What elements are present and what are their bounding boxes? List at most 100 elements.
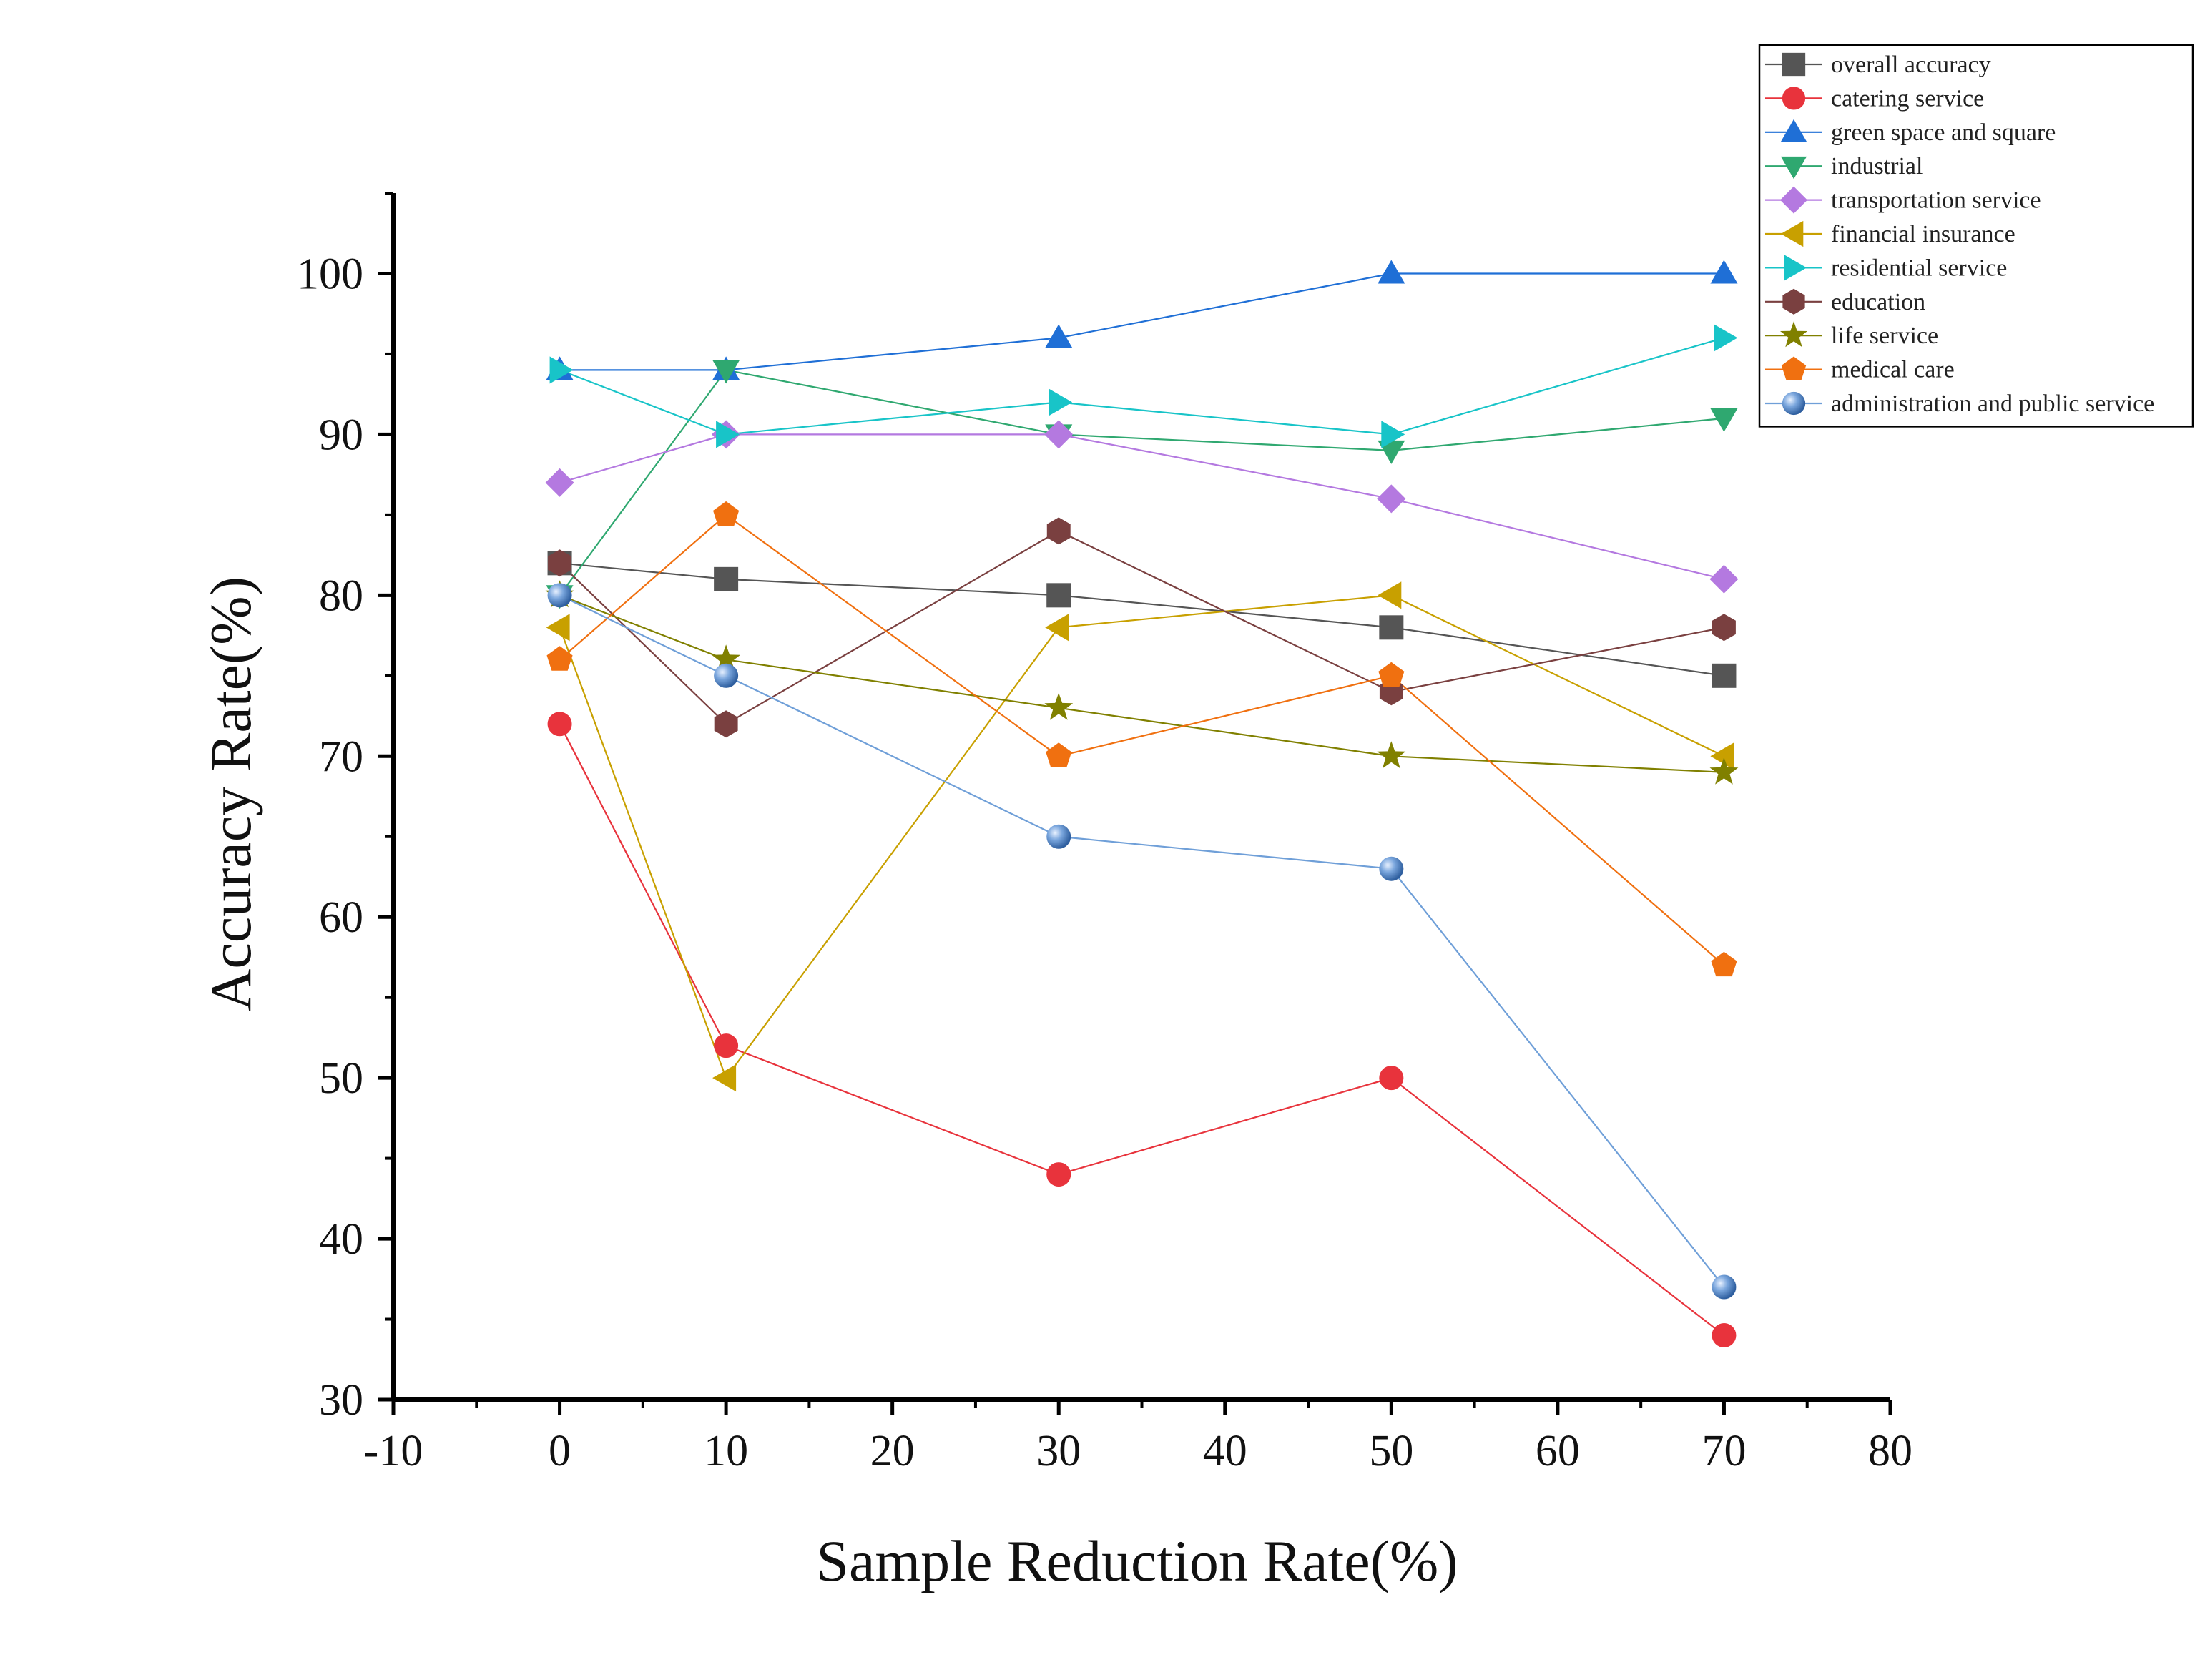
legend-marker bbox=[1782, 87, 1806, 110]
data-point bbox=[714, 1033, 739, 1058]
legend-label: catering service bbox=[1831, 85, 1984, 112]
legend-label: administration and public service bbox=[1831, 390, 2154, 417]
data-point bbox=[1046, 517, 1071, 545]
data-point bbox=[1045, 614, 1069, 642]
data-point bbox=[714, 566, 739, 591]
legend-label: education bbox=[1831, 289, 1925, 315]
legend-marker bbox=[1780, 220, 1804, 247]
data-point bbox=[549, 356, 574, 384]
legend-marker bbox=[1780, 186, 1807, 214]
data-point bbox=[1378, 662, 1405, 687]
series-line bbox=[559, 369, 1724, 596]
legend-box bbox=[1758, 44, 2194, 428]
legend: overall accuracy catering service green sp… bbox=[1758, 44, 2194, 428]
data-point bbox=[714, 710, 738, 738]
series-line bbox=[559, 594, 1725, 1288]
data-point bbox=[712, 1064, 737, 1092]
data-point bbox=[1044, 420, 1074, 449]
x-tick-label: 0 bbox=[549, 1427, 571, 1475]
data-point bbox=[1709, 564, 1739, 594]
legend-marker bbox=[1780, 321, 1807, 348]
data-point bbox=[545, 468, 574, 497]
axes: -10 0 10 20 30 40 50 60 70 80 30 40 50 60 70 80 90 100 bbox=[297, 192, 1912, 1475]
data-point bbox=[1049, 388, 1073, 416]
x-tick-label: 20 bbox=[870, 1427, 915, 1475]
legend-label: overall accuracy bbox=[1831, 51, 1991, 78]
y-tick-label: 90 bbox=[319, 411, 363, 459]
legend-marker bbox=[1780, 119, 1807, 142]
legend-marker bbox=[1782, 52, 1806, 77]
x-tick-label: 30 bbox=[1036, 1427, 1081, 1475]
data-point bbox=[712, 360, 740, 384]
data-point bbox=[1710, 408, 1738, 432]
data-point bbox=[1379, 1066, 1404, 1091]
x-tick-label: -10 bbox=[364, 1427, 423, 1475]
data-point bbox=[1714, 324, 1738, 352]
legend-label: transportation service bbox=[1831, 187, 2041, 214]
data-point bbox=[548, 549, 571, 577]
data-point bbox=[1378, 581, 1402, 609]
data-point bbox=[1711, 951, 1737, 977]
legend-label: financial insurance bbox=[1831, 221, 2015, 247]
series-markers bbox=[545, 260, 1739, 1348]
x-tick-label: 40 bbox=[1203, 1427, 1247, 1475]
x-tick-label: 80 bbox=[1868, 1427, 1912, 1475]
data-point bbox=[1712, 663, 1737, 688]
data-point bbox=[1378, 260, 1405, 284]
data-point bbox=[1046, 583, 1071, 608]
legend-label: industrial bbox=[1831, 153, 1923, 180]
data-point bbox=[1710, 742, 1734, 770]
data-point bbox=[1046, 742, 1072, 767]
x-tick-label: 10 bbox=[704, 1427, 748, 1475]
y-tick-label: 70 bbox=[319, 732, 363, 781]
legend-label: medical care bbox=[1831, 357, 1955, 383]
legend-marker bbox=[1781, 356, 1807, 380]
data-point bbox=[547, 583, 572, 608]
data-point bbox=[1377, 484, 1406, 514]
legend-label: green space and square bbox=[1831, 119, 2056, 146]
legend-label: life service bbox=[1831, 323, 1938, 349]
data-point bbox=[1379, 615, 1404, 640]
y-tick-label: 60 bbox=[319, 893, 363, 942]
legend-marker bbox=[1780, 156, 1807, 180]
data-point bbox=[1378, 440, 1405, 464]
series-line bbox=[559, 530, 1724, 725]
x-tick-label: 70 bbox=[1702, 1427, 1746, 1475]
y-tick-label: 50 bbox=[319, 1054, 363, 1103]
data-point bbox=[1709, 757, 1739, 785]
data-point bbox=[1712, 614, 1736, 642]
data-point bbox=[546, 614, 570, 642]
series-line bbox=[559, 433, 1724, 580]
legend-marker bbox=[1782, 391, 1806, 416]
data-point bbox=[1377, 741, 1406, 769]
legend-label: residential service bbox=[1831, 255, 2007, 281]
x-tick-label: 50 bbox=[1369, 1427, 1413, 1475]
x-tick-label: 60 bbox=[1536, 1427, 1580, 1475]
y-axis-title: Accuracy Rate(%) bbox=[198, 576, 263, 1011]
y-tick-label: 30 bbox=[319, 1376, 363, 1425]
x-axis-title: Sample Reduction Rate(%) bbox=[816, 1528, 1458, 1593]
y-tick-label: 100 bbox=[297, 250, 363, 298]
data-point bbox=[714, 663, 739, 688]
data-point bbox=[1381, 421, 1405, 448]
data-point bbox=[1045, 324, 1073, 348]
series-line bbox=[559, 272, 1724, 371]
series-line bbox=[559, 337, 1724, 436]
series-line bbox=[559, 723, 1725, 1336]
data-point bbox=[713, 501, 740, 526]
data-point bbox=[1379, 856, 1404, 881]
data-point bbox=[1712, 1274, 1737, 1300]
data-point bbox=[1046, 1162, 1071, 1187]
data-point bbox=[1712, 1323, 1737, 1348]
data-point bbox=[1046, 824, 1071, 849]
data-point bbox=[716, 421, 740, 448]
data-point bbox=[546, 646, 573, 671]
y-tick-label: 80 bbox=[319, 571, 363, 620]
legend-marker bbox=[1782, 288, 1805, 315]
data-point bbox=[712, 644, 741, 672]
data-point bbox=[547, 712, 572, 737]
data-point bbox=[1710, 260, 1738, 284]
data-point bbox=[1044, 692, 1074, 720]
legend-marker bbox=[1784, 255, 1807, 281]
